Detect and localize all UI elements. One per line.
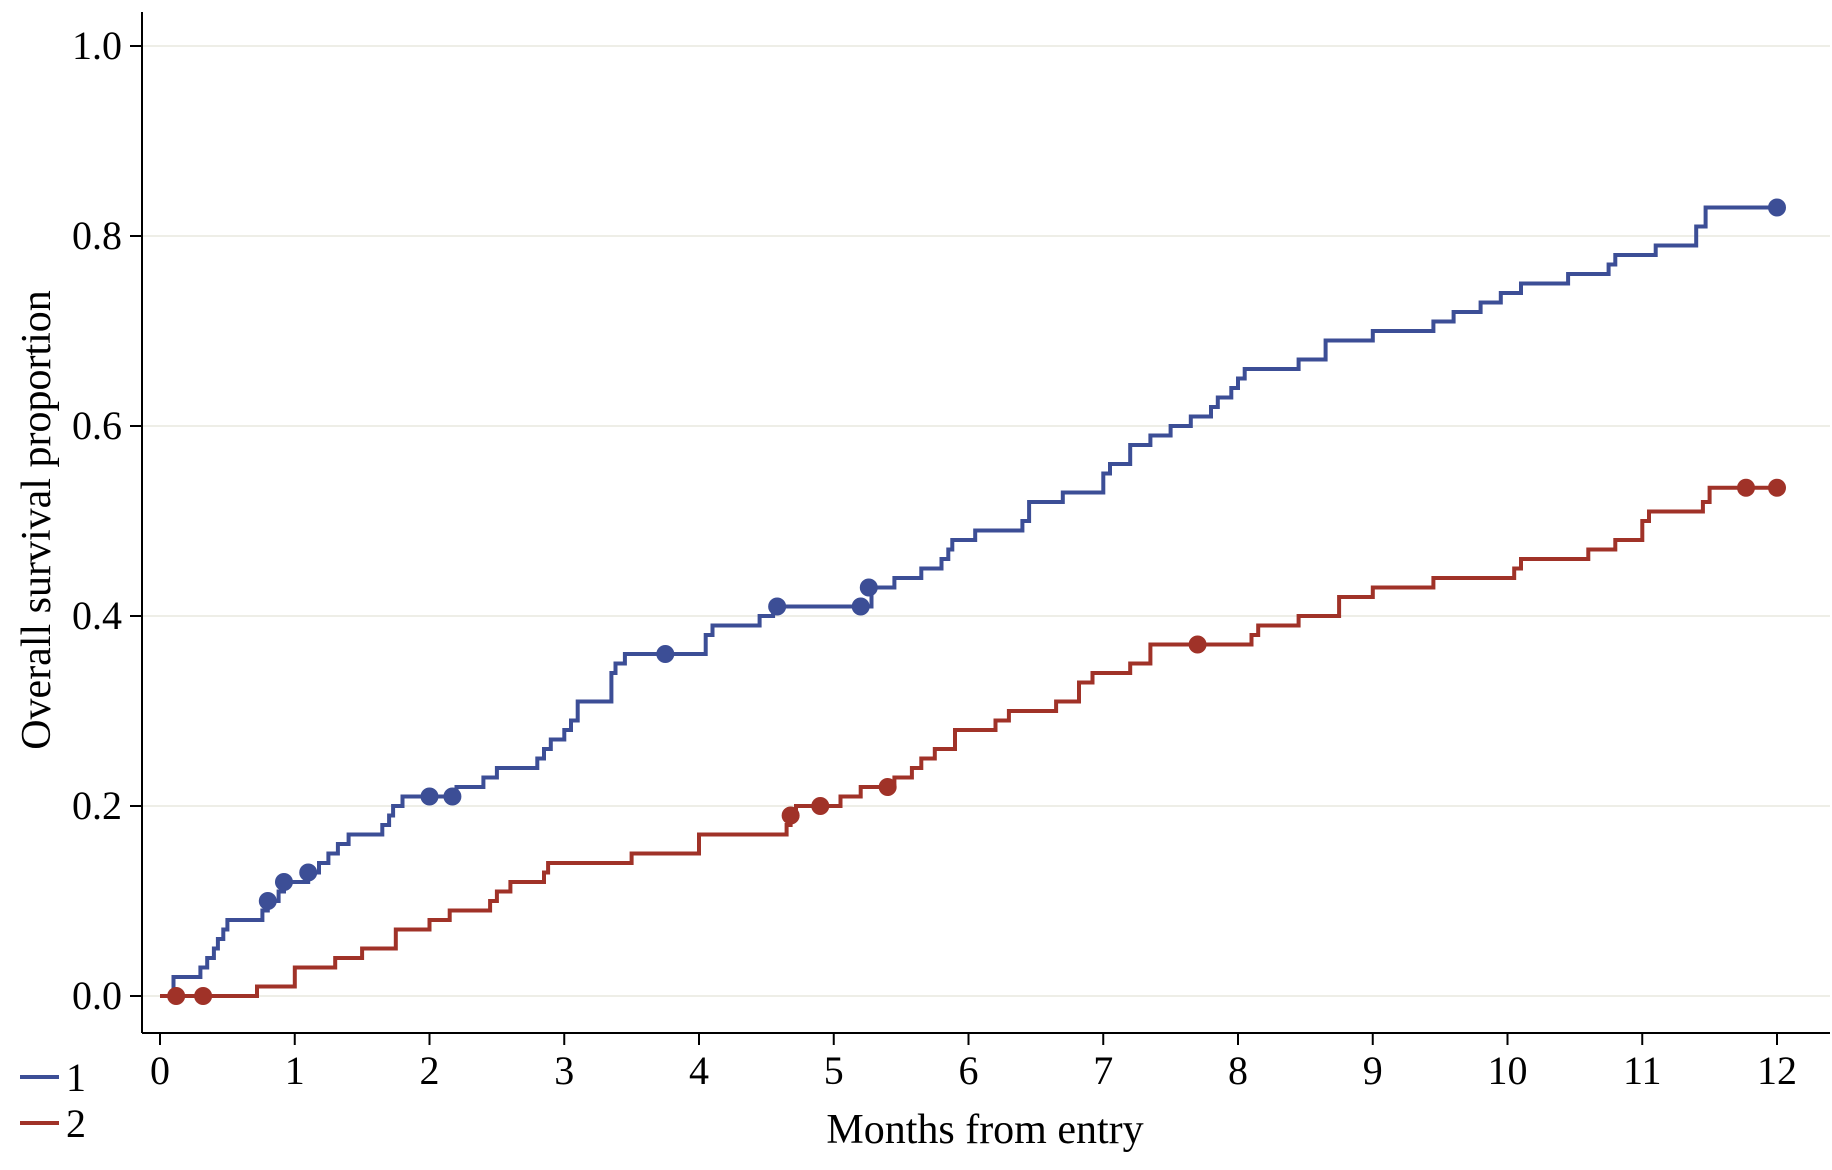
series-1-censor-mark-0 bbox=[258, 892, 277, 910]
series-2-censor-mark-7 bbox=[1768, 478, 1786, 497]
series-1-censor-mark-3 bbox=[420, 787, 439, 806]
y-tick-label-1: 0.2 bbox=[72, 783, 122, 828]
x-axis-title: Months from entry bbox=[826, 1107, 1143, 1153]
series-2-censor-mark-0 bbox=[167, 987, 186, 1005]
x-tick-label-12: 12 bbox=[1757, 1048, 1797, 1093]
series-1-censor-mark-2 bbox=[299, 863, 318, 882]
gridlines bbox=[142, 45, 1830, 997]
x-tick-label-2: 2 bbox=[420, 1048, 440, 1093]
series-2-line bbox=[160, 485, 1777, 998]
series-2-censor-mark-6 bbox=[1737, 478, 1756, 497]
series-1-censor-mark-5 bbox=[656, 645, 675, 663]
series-1-censor-mark-4 bbox=[443, 787, 462, 806]
series-2-censor-mark-5 bbox=[1188, 635, 1207, 654]
legend-label-2: 2 bbox=[66, 1101, 86, 1146]
x-tick-label-1: 1 bbox=[285, 1048, 305, 1093]
series-1-censor-mark-7 bbox=[851, 597, 870, 616]
y-tick-label-2: 0.4 bbox=[72, 593, 122, 638]
x-tick-label-0: 0 bbox=[150, 1048, 170, 1093]
y-tick-label-5: 1.0 bbox=[72, 23, 122, 68]
x-tick-label-11: 11 bbox=[1623, 1048, 1662, 1093]
series-2-censor-mark-1 bbox=[194, 987, 213, 1005]
x-tick-label-8: 8 bbox=[1228, 1048, 1248, 1093]
x-tick-label-6: 6 bbox=[959, 1048, 979, 1093]
series-1-censor-mark-8 bbox=[859, 578, 878, 597]
x-tick-label-4: 4 bbox=[689, 1048, 709, 1093]
x-tick-label-5: 5 bbox=[824, 1048, 844, 1093]
series-1-line bbox=[160, 205, 1777, 998]
x-tick-label-3: 3 bbox=[554, 1048, 574, 1093]
series-1-censor-mark-6 bbox=[768, 597, 787, 616]
x-tick-label-10: 10 bbox=[1488, 1048, 1528, 1093]
series-1-censor-mark-1 bbox=[274, 873, 293, 891]
x-tick-label-9: 9 bbox=[1363, 1048, 1383, 1093]
y-tick-label-3: 0.6 bbox=[72, 403, 122, 448]
series-2-censor-mark-3 bbox=[811, 797, 830, 815]
series-group bbox=[160, 198, 1786, 1005]
series-2-censor-mark-2 bbox=[781, 806, 800, 825]
series-1-censor-mark-9 bbox=[1768, 198, 1786, 217]
axes bbox=[141, 12, 1830, 1034]
y-axis-title: Overall survival proportion bbox=[14, 290, 60, 750]
legend: 1 2 bbox=[20, 1055, 86, 1146]
y-tick-label-0: 0.0 bbox=[72, 973, 122, 1018]
y-tick-label-4: 0.8 bbox=[72, 213, 122, 258]
x-axis-ticks: 0 1 2 3 4 5 6 7 8 9 10 11 12 bbox=[150, 1033, 1797, 1093]
y-axis-ticks: 0.0 0.2 0.4 0.6 0.8 1.0 bbox=[72, 23, 142, 1018]
series-2-censor-mark-4 bbox=[878, 778, 897, 796]
x-tick-label-7: 7 bbox=[1093, 1048, 1113, 1093]
legend-label-1: 1 bbox=[66, 1055, 86, 1100]
